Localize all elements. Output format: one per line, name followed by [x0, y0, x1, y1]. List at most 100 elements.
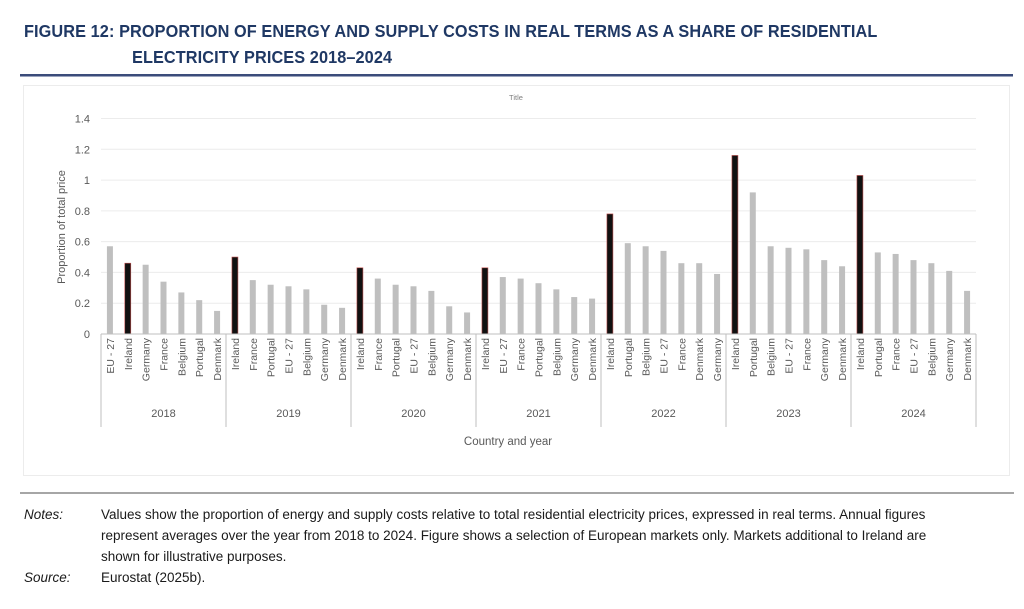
x-tick-label: EU - 27 — [409, 338, 421, 374]
y-tick-label: 1.4 — [75, 114, 90, 126]
x-tick-label: EU - 27 — [105, 338, 117, 374]
bar — [196, 300, 203, 334]
year-group-label: 2023 — [776, 408, 800, 420]
source-row: Source: Eurostat (2025b). — [24, 567, 984, 588]
bar — [464, 312, 471, 334]
bar — [624, 243, 631, 334]
chart-area: 0 0.2 0.4 0.6 0.8 1 1.2 1.4 EU - 27 Ireland Germa… — [23, 85, 1010, 476]
x-tick-label: Germany — [944, 337, 956, 381]
x-tick-label: Ireland — [605, 338, 617, 370]
x-tick-label: Germany — [141, 337, 153, 381]
bar-highlight — [124, 262, 132, 335]
bar-highlight — [731, 155, 739, 335]
notes-rule — [20, 492, 1014, 494]
x-tick-label: France — [248, 338, 260, 371]
x-tick-label: EU - 27 — [784, 338, 796, 374]
x-tick-label: Germany — [444, 337, 456, 381]
year-group-label: 2018 — [151, 408, 175, 420]
x-tick-label: Portugal — [194, 338, 206, 377]
bar — [374, 278, 381, 334]
figure-title-line-1: FIGURE 12: PROPORTION OF ENERGY AND SUPP… — [24, 21, 878, 41]
x-tick-label: EU - 27 — [498, 338, 510, 374]
x-tick-label: Portugal — [266, 338, 278, 377]
bar — [964, 290, 971, 334]
bar-chart: 0 0.2 0.4 0.6 0.8 1 1.2 1.4 EU - 27 Ireland Germa… — [56, 93, 977, 448]
x-tick-label: France — [159, 338, 171, 371]
x-tick-label: Ireland — [480, 338, 492, 370]
y-tick-label: 1.2 — [75, 144, 90, 156]
x-tick-label: Denmark — [694, 337, 706, 380]
figure-title-line-2: ELECTRICITY PRICES 2018–2024 — [132, 47, 393, 67]
bar — [839, 266, 846, 334]
bar — [535, 283, 542, 334]
bar-highlight — [856, 175, 864, 335]
x-tick-label: Denmark — [587, 337, 599, 380]
x-tick-label: Belgium — [926, 338, 938, 376]
gridlines — [101, 118, 976, 304]
x-tick-label: Germany — [319, 337, 331, 381]
x-tick-label: France — [891, 338, 903, 371]
year-group-label: 2019 — [276, 408, 300, 420]
bar-highlight — [356, 267, 364, 335]
y-axis-ticks: 0 0.2 0.4 0.6 0.8 1 1.2 1.4 — [75, 114, 90, 342]
y-tick-label: 0.4 — [75, 267, 90, 279]
bar-highlight — [606, 213, 614, 335]
chart-title: Title — [509, 93, 523, 102]
year-group-label: 2021 — [526, 408, 550, 420]
x-tick-label: Portugal — [873, 338, 885, 377]
bar — [285, 286, 292, 334]
bar — [874, 252, 881, 334]
bar — [928, 263, 935, 334]
bar-highlight — [231, 256, 239, 335]
y-tick-label: 0.6 — [75, 237, 90, 249]
x-tick-label: Ireland — [355, 338, 367, 370]
x-tick-label: France — [676, 338, 688, 371]
bar — [321, 304, 328, 334]
x-tick-label: Belgium — [641, 338, 653, 376]
bar — [803, 249, 810, 334]
x-tick-label: Denmark — [462, 337, 474, 380]
bar — [160, 281, 167, 334]
x-tick-label: France — [516, 338, 528, 371]
bar — [517, 278, 524, 334]
bar — [446, 306, 453, 334]
year-group-label: 2024 — [901, 408, 925, 420]
bar — [249, 280, 256, 334]
x-tick-label: Belgium — [301, 338, 313, 376]
bar — [267, 284, 274, 334]
x-tick-label: Portugal — [534, 338, 546, 377]
bar — [499, 277, 506, 334]
notes-text: Values show the proportion of energy and… — [101, 507, 927, 564]
x-tick-label: EU - 27 — [659, 338, 671, 374]
bars — [106, 155, 971, 335]
bar — [767, 246, 774, 334]
x-tick-label: France — [801, 338, 813, 371]
notes-section: Notes: Values show the proportion of ene… — [24, 504, 984, 588]
bar — [785, 247, 792, 334]
bar — [339, 307, 346, 334]
bar — [214, 310, 221, 334]
notes-label: Notes: — [24, 507, 64, 522]
x-tick-label: Germany — [569, 337, 581, 381]
year-group-label: 2020 — [401, 408, 425, 420]
source-label: Source: — [24, 570, 71, 585]
bar — [749, 192, 756, 334]
bar — [428, 290, 435, 334]
x-tick-label: Ireland — [730, 338, 742, 370]
bar — [571, 297, 578, 334]
x-tick-label: Denmark — [962, 337, 974, 380]
x-tick-label: Portugal — [748, 338, 760, 377]
bar — [642, 246, 649, 334]
bar — [696, 263, 703, 334]
x-tick-label: EU - 27 — [909, 338, 921, 374]
bar — [946, 270, 953, 334]
bar — [142, 264, 149, 334]
bar — [303, 289, 310, 334]
bar — [821, 260, 828, 334]
x-axis-label: Country and year — [464, 436, 552, 448]
x-tick-label: Germany — [712, 337, 724, 381]
x-tick-label: Belgium — [176, 338, 188, 376]
x-tick-label: EU - 27 — [284, 338, 296, 374]
y-axis-label: Proportion of total price — [56, 170, 68, 284]
bar — [589, 298, 596, 334]
